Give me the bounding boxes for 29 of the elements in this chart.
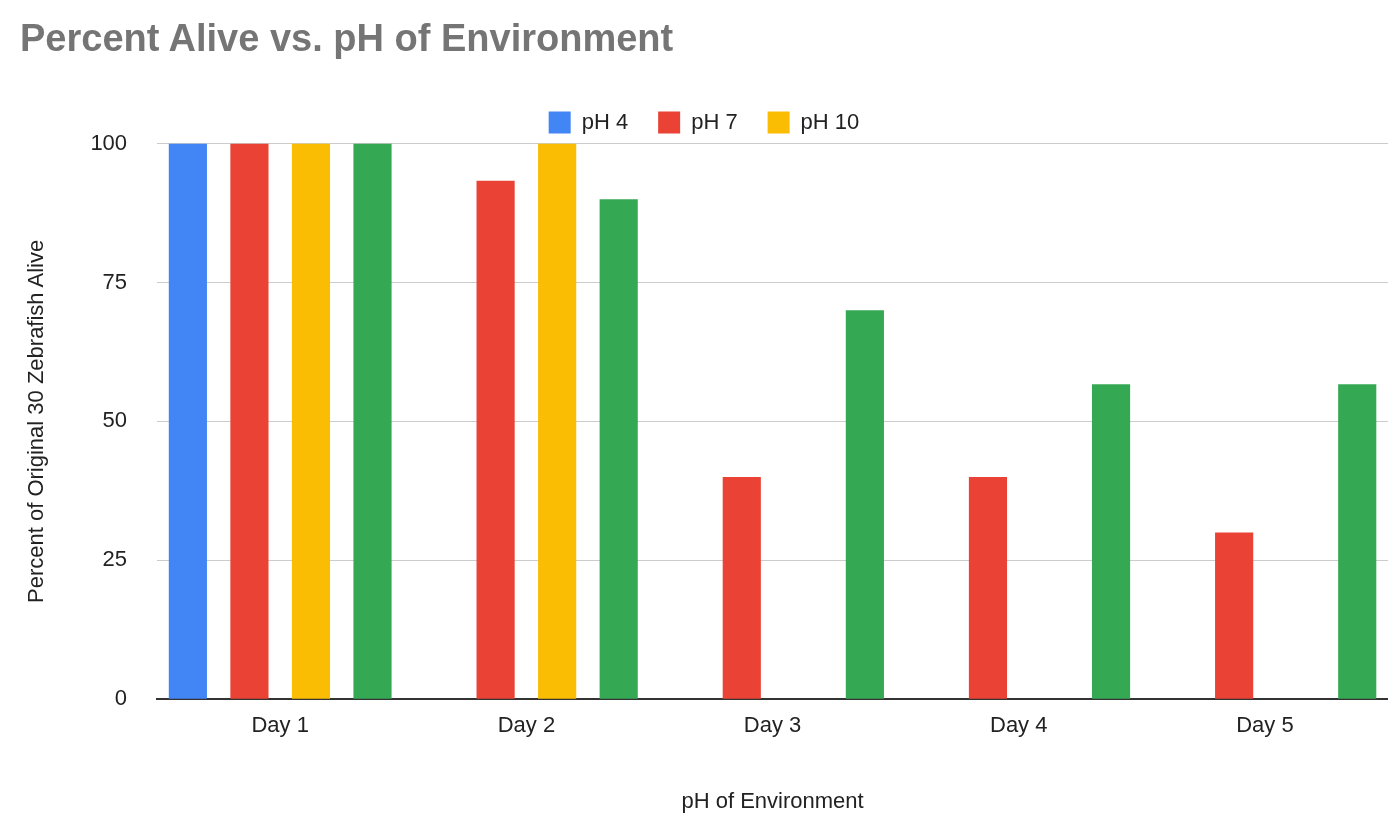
bar — [538, 143, 577, 699]
y-axis-title: Percent of Original 30 Zebrafish Alive — [23, 239, 49, 603]
x-axis-title: pH of Environment — [681, 787, 864, 813]
x-tick-label: Day 3 — [743, 712, 802, 738]
bar — [599, 199, 638, 699]
legend-label: pH 10 — [800, 108, 860, 134]
x-tick-label: Day 4 — [989, 712, 1048, 738]
bar — [168, 143, 207, 699]
x-tick-label: Day 2 — [497, 712, 556, 738]
bar — [230, 143, 269, 699]
bar — [353, 143, 392, 699]
bar — [291, 143, 331, 699]
y-tick-label: 50 — [102, 407, 128, 433]
bar — [1215, 532, 1254, 699]
bar — [1338, 384, 1377, 699]
y-tick-label: 100 — [90, 129, 128, 155]
x-tick-label: Day 5 — [1236, 712, 1294, 738]
bar — [845, 310, 884, 699]
bar — [968, 476, 1008, 699]
bar — [476, 180, 515, 699]
legend-label: pH 7 — [691, 108, 738, 134]
bar — [1091, 384, 1131, 699]
x-tick-label: Day 1 — [251, 712, 309, 738]
legend-label: pH 4 — [581, 108, 629, 134]
chart-title: Percent Alive vs. pH of Environment — [20, 17, 674, 60]
y-tick-label: 75 — [102, 268, 128, 294]
y-tick-label: 0 — [114, 685, 128, 711]
bar — [722, 476, 761, 699]
y-tick-label: 25 — [102, 546, 128, 572]
